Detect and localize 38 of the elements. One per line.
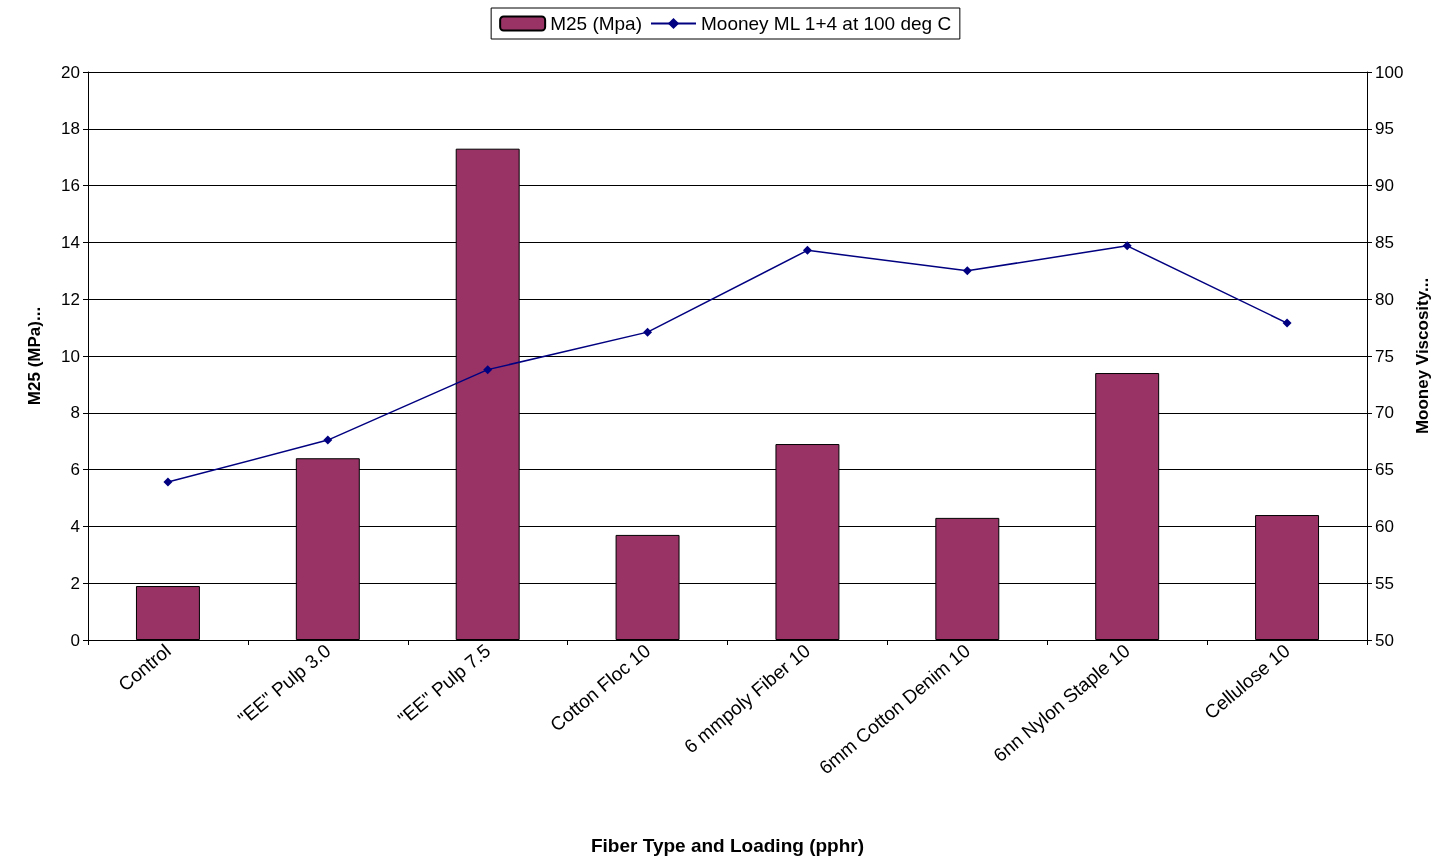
- y-tick-label: 14: [61, 232, 80, 252]
- point: [962, 266, 972, 276]
- y2-tick-label: 70: [1375, 403, 1394, 423]
- point: [483, 365, 493, 375]
- y-tick-label: 10: [61, 346, 80, 366]
- y-axis-title: M25 (MPa)...: [25, 306, 44, 406]
- y2-tick-label: 90: [1375, 176, 1394, 196]
- y-tick-label: 12: [61, 289, 80, 309]
- point: [1282, 318, 1292, 328]
- point: [1122, 241, 1132, 251]
- y2-axis-title: Mooney Viscosity...: [1413, 277, 1433, 435]
- y2-tick-label: 75: [1375, 346, 1394, 366]
- y2-tick-label: 100: [1375, 62, 1404, 82]
- y-tick-label: 6: [70, 460, 80, 480]
- y2-tick-label: 65: [1375, 460, 1394, 480]
- y-tick-label: 4: [70, 516, 80, 536]
- x-axis-title: Fiber Type and Loading (pphr): [590, 835, 865, 856]
- bar: [135, 586, 200, 640]
- y-tick-label: 8: [70, 403, 80, 423]
- y2-tick-label: 80: [1375, 289, 1394, 309]
- y-tick-label: 20: [61, 62, 80, 82]
- y-tick-label: 0: [70, 630, 80, 650]
- legend-label: M25 (Mpa): [550, 13, 642, 34]
- y-tick-label: 2: [70, 573, 80, 593]
- y2-tick-label: 85: [1375, 232, 1394, 252]
- y2-tick-label: 50: [1375, 630, 1394, 650]
- x-tick-label: "EE" Pulp 3.0: [233, 639, 335, 730]
- point: [323, 435, 333, 445]
- y-tick-label: 18: [61, 119, 80, 139]
- legend-label: Mooney ML 1+4 at 100 deg C: [701, 13, 952, 34]
- y2-tick-label: 95: [1375, 119, 1394, 139]
- y-tick-label: 16: [61, 176, 80, 196]
- point: [802, 245, 812, 255]
- y2-tick-label: 55: [1375, 573, 1394, 593]
- x-tick-label: "EE" Pulp 7.5: [393, 639, 495, 730]
- y2-tick-label: 60: [1375, 516, 1394, 536]
- point: [643, 327, 653, 337]
- point: [163, 477, 173, 487]
